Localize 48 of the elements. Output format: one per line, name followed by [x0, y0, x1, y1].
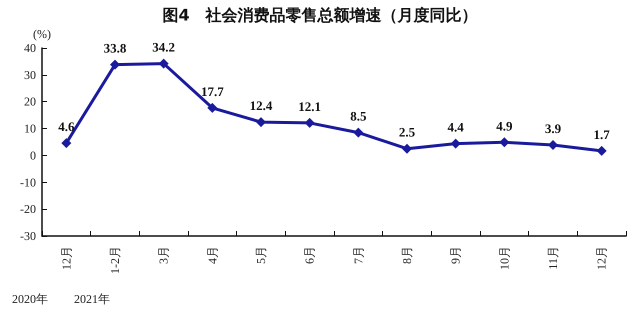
data-label: 4.4 — [448, 120, 464, 135]
y-axis-title: (%) — [33, 27, 51, 41]
data-label: 3.9 — [544, 120, 562, 136]
data-label: 12.4 — [250, 98, 273, 114]
x-tick-label: 3月 — [156, 246, 171, 264]
x-tick-label: 11月 — [546, 246, 560, 270]
x-tick-label: 6月 — [302, 246, 317, 264]
x-tick-label: 8月 — [400, 246, 414, 264]
x-tick-label: 10月 — [497, 246, 512, 270]
x-tick-label: 7月 — [351, 246, 366, 264]
y-tick-label: 30 — [24, 68, 36, 82]
text: 2021年 — [74, 292, 110, 306]
x-tick-label: 9月 — [448, 246, 463, 264]
text: 2020年 — [12, 292, 48, 306]
point — [158, 58, 169, 69]
y-tick-label: 0 — [30, 148, 36, 162]
y-tick-label: 20 — [24, 94, 36, 109]
point — [304, 118, 315, 128]
data-label: 4.9 — [496, 118, 513, 134]
point — [499, 137, 510, 148]
y-tick-label: -20 — [20, 202, 36, 216]
chart-title: 图4 社会消费品零售总额增速（月度同比） — [162, 6, 478, 24]
data-label: 33.8 — [104, 40, 127, 56]
point — [110, 60, 120, 70]
x-tick-label: 5月 — [254, 246, 268, 264]
x-tick-label: 12月 — [59, 246, 74, 270]
point — [207, 102, 218, 113]
point — [61, 138, 72, 148]
data-label: 1.7 — [594, 126, 610, 142]
y-tick-label: -30 — [20, 229, 36, 243]
point — [450, 138, 461, 149]
x-tick-label: 4月 — [205, 246, 220, 264]
data-label: 4.6 — [58, 119, 75, 134]
data-label: 34.2 — [152, 40, 176, 55]
point — [256, 117, 266, 128]
data-label: 8.5 — [350, 108, 367, 124]
y-tick-label: 40 — [24, 41, 36, 55]
point — [548, 140, 558, 150]
x-tick-label: 12月 — [594, 246, 609, 270]
point — [353, 128, 364, 138]
data-label: 12.1 — [298, 98, 322, 114]
y-tick-label: -10 — [20, 175, 36, 190]
data-label: 17.7 — [200, 84, 224, 99]
point — [402, 144, 412, 154]
point — [596, 146, 607, 156]
x-tick-label: 1-2月 — [108, 246, 122, 274]
data-label: 2.5 — [398, 124, 416, 140]
y-tick-label: 10 — [24, 122, 36, 136]
